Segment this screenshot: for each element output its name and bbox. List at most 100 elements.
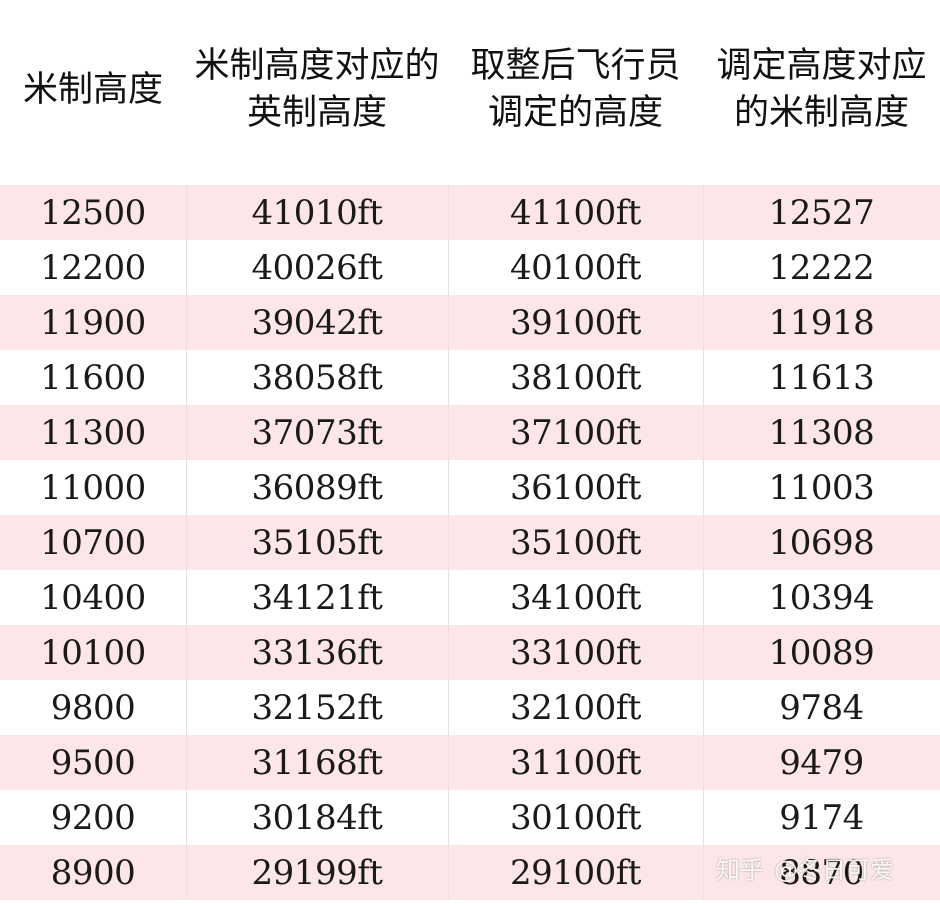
table-cell: 10698 (768, 522, 875, 563)
table-cell: 41010ft (251, 192, 383, 233)
header-pilot-set-altitude: 取整后飞行员 调定的高度 (448, 40, 703, 140)
header-metric-altitude-text: 米制高度 (22, 69, 163, 110)
table-cell: 11308 (768, 412, 875, 453)
table-cell: 9800 (50, 687, 136, 728)
column-divider (703, 680, 704, 735)
table-body: 12500 41010ft 41100ft 12527 12200 40026ft 4010… (0, 185, 940, 900)
table-cell: 35100ft (510, 522, 641, 563)
table-row: 8900 29199ft 29100ft 8870 (0, 845, 940, 900)
column-divider (703, 405, 704, 460)
table-cell: 10100 (40, 632, 146, 673)
column-divider (448, 185, 449, 240)
table-cell: 37073ft (251, 412, 383, 453)
table-row: 10100 33136ft 33100ft 10089 (0, 625, 940, 680)
column-divider (186, 515, 187, 570)
column-divider (448, 735, 449, 790)
table-cell: 12200 (40, 247, 146, 288)
column-divider (186, 185, 187, 240)
column-divider (186, 240, 187, 295)
column-divider (703, 570, 704, 625)
column-divider (448, 570, 449, 625)
column-divider (703, 735, 704, 790)
watermark-site: 知乎 (716, 856, 764, 884)
header-pilot-set-altitude-text: 取整后飞行员 调定的高度 (470, 46, 681, 133)
table-cell: 38058ft (251, 357, 383, 398)
header-imperial-equivalent-text: 米制高度对应的 英制高度 (194, 46, 440, 133)
table-cell: 10089 (768, 632, 875, 673)
table-cell: 37100ft (510, 412, 641, 453)
table-row: 10700 35105ft 35100ft 10698 (0, 515, 940, 570)
table-row: 11900 39042ft 39100ft 11918 (0, 295, 940, 350)
table-row: 11000 36089ft 36100ft 11003 (0, 460, 940, 515)
table-cell: 40026ft (251, 247, 383, 288)
table-cell: 11003 (768, 467, 875, 508)
table-cell: 12500 (40, 192, 146, 233)
column-divider (703, 515, 704, 570)
table-cell: 11900 (40, 302, 146, 343)
table-row: 9800 32152ft 32100ft 9784 (0, 680, 940, 735)
column-divider (703, 295, 704, 350)
table-cell: 32100ft (510, 687, 641, 728)
table-cell: 12222 (768, 247, 875, 288)
column-divider (186, 680, 187, 735)
table-cell: 8900 (50, 852, 136, 893)
header-set-altitude-metric: 调定高度对应 的米制高度 (703, 40, 940, 140)
table-cell: 31168ft (251, 742, 383, 783)
table-cell: 11600 (40, 357, 146, 398)
header-set-altitude-metric-text: 调定高度对应 的米制高度 (716, 46, 927, 133)
table-cell: 10400 (40, 577, 146, 618)
table-cell: 30100ft (510, 797, 641, 838)
table-cell: 8870 (779, 852, 864, 893)
table-cell: 34121ft (251, 577, 383, 618)
table-row: 11600 38058ft 38100ft 11613 (0, 350, 940, 405)
table-cell: 39100ft (510, 302, 641, 343)
table-cell: 29100ft (510, 852, 641, 893)
table-cell: 41100ft (510, 192, 641, 233)
table-cell: 35105ft (251, 522, 383, 563)
table-cell: 31100ft (510, 742, 641, 783)
column-divider (448, 460, 449, 515)
table-cell: 9479 (779, 742, 864, 783)
column-divider (186, 405, 187, 460)
table-row: 9200 30184ft 30100ft 9174 (0, 790, 940, 845)
table-cell: 11000 (40, 467, 146, 508)
table-cell: 11300 (40, 412, 146, 453)
table-cell: 12527 (768, 192, 875, 233)
table-row: 12500 41010ft 41100ft 12527 (0, 185, 940, 240)
column-divider (448, 680, 449, 735)
table-cell: 9784 (779, 687, 864, 728)
table-cell: 36089ft (251, 467, 383, 508)
table-cell: 29199ft (251, 852, 383, 893)
column-divider (703, 845, 704, 900)
table-row: 12200 40026ft 40100ft 12222 (0, 240, 940, 295)
column-divider (186, 845, 187, 900)
column-divider (703, 790, 704, 845)
column-divider (186, 625, 187, 680)
table-cell: 9200 (50, 797, 136, 838)
column-divider (448, 295, 449, 350)
table-row: 10400 34121ft 34100ft 10394 (0, 570, 940, 625)
table-cell: 30184ft (251, 797, 383, 838)
table-cell: 11613 (768, 357, 875, 398)
column-divider (703, 460, 704, 515)
watermark-author: @冬日可爱 (774, 856, 894, 884)
table-cell: 32152ft (251, 687, 383, 728)
column-divider (186, 295, 187, 350)
column-divider (448, 790, 449, 845)
table-cell: 9500 (50, 742, 136, 783)
column-divider (703, 240, 704, 295)
table-cell: 38100ft (510, 357, 641, 398)
table-cell: 39042ft (251, 302, 383, 343)
watermark: 知乎 @冬日可爱 (716, 850, 894, 885)
table-cell: 36100ft (510, 467, 641, 508)
table-cell: 40100ft (510, 247, 641, 288)
table-cell: 10700 (40, 522, 146, 563)
table-header: 米制高度 米制高度对应的 英制高度 取整后飞行员 调定的高度 调定高度对应 的米… (0, 0, 940, 185)
table-cell: 34100ft (510, 577, 641, 618)
header-imperial-equivalent: 米制高度对应的 英制高度 (186, 40, 448, 140)
column-divider (186, 570, 187, 625)
table-cell: 10394 (768, 577, 875, 618)
column-divider (448, 625, 449, 680)
column-divider (186, 790, 187, 845)
